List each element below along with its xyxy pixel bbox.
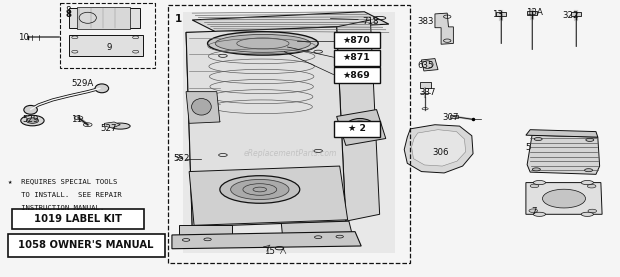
- Bar: [334, 50, 379, 66]
- Text: ★871: ★871: [343, 53, 371, 62]
- Bar: [527, 11, 537, 15]
- Polygon shape: [281, 221, 352, 236]
- Polygon shape: [527, 135, 600, 174]
- Ellipse shape: [351, 121, 369, 131]
- Polygon shape: [189, 166, 348, 225]
- Text: 307: 307: [442, 113, 459, 122]
- Text: 529A: 529A: [71, 79, 94, 88]
- Polygon shape: [104, 122, 120, 128]
- Polygon shape: [435, 13, 453, 44]
- Ellipse shape: [530, 184, 539, 188]
- Text: 1058 OWNER'S MANUAL: 1058 OWNER'S MANUAL: [19, 240, 154, 250]
- Polygon shape: [186, 32, 223, 227]
- Ellipse shape: [586, 138, 594, 141]
- Ellipse shape: [533, 181, 546, 185]
- Ellipse shape: [24, 106, 37, 114]
- Ellipse shape: [581, 212, 593, 216]
- Polygon shape: [526, 130, 598, 137]
- Ellipse shape: [110, 123, 130, 129]
- Bar: [334, 67, 379, 83]
- Text: 306: 306: [433, 148, 449, 157]
- Bar: [572, 12, 581, 16]
- Ellipse shape: [587, 184, 596, 188]
- Ellipse shape: [26, 118, 38, 123]
- Bar: [69, 7, 140, 28]
- Polygon shape: [186, 92, 220, 123]
- Bar: [12, 209, 144, 229]
- Text: 8: 8: [65, 9, 71, 19]
- Bar: [334, 32, 379, 48]
- Bar: [450, 114, 458, 118]
- Text: 337: 337: [419, 88, 435, 97]
- Ellipse shape: [534, 138, 542, 140]
- Polygon shape: [412, 130, 466, 166]
- Text: ★870: ★870: [343, 36, 371, 45]
- Ellipse shape: [588, 209, 596, 213]
- Ellipse shape: [220, 176, 299, 203]
- Polygon shape: [172, 232, 361, 249]
- Polygon shape: [337, 20, 379, 221]
- Text: 552: 552: [174, 154, 190, 163]
- Ellipse shape: [542, 189, 585, 208]
- Ellipse shape: [208, 32, 318, 55]
- Text: 7: 7: [531, 207, 537, 216]
- Text: 527: 527: [100, 124, 117, 133]
- Text: 718: 718: [363, 17, 379, 26]
- Text: 9: 9: [106, 43, 112, 52]
- Text: 8: 8: [65, 6, 71, 15]
- Bar: [78, 7, 130, 29]
- Ellipse shape: [585, 169, 593, 172]
- Text: 1: 1: [175, 14, 182, 24]
- Ellipse shape: [95, 84, 108, 93]
- Ellipse shape: [581, 181, 593, 185]
- Text: ★  REQUIRES SPECIAL TOOLS: ★ REQUIRES SPECIAL TOOLS: [8, 178, 117, 184]
- Bar: [334, 120, 379, 137]
- Text: 11: 11: [71, 115, 82, 124]
- Text: ★869: ★869: [343, 71, 371, 79]
- Polygon shape: [337, 110, 386, 145]
- Polygon shape: [404, 125, 473, 173]
- Text: 1019 LABEL KIT: 1019 LABEL KIT: [34, 214, 122, 224]
- Ellipse shape: [529, 209, 538, 212]
- Polygon shape: [179, 225, 232, 238]
- Text: 322: 322: [563, 11, 579, 20]
- Ellipse shape: [346, 119, 374, 134]
- Bar: [60, 3, 156, 68]
- Polygon shape: [526, 183, 602, 214]
- Text: 5: 5: [525, 143, 531, 152]
- Ellipse shape: [215, 34, 311, 52]
- Bar: [8, 234, 164, 257]
- Text: 635: 635: [417, 61, 433, 70]
- Bar: [69, 35, 143, 56]
- Text: 383: 383: [418, 17, 434, 26]
- Text: TO INSTALL.  SEE REPAIR: TO INSTALL. SEE REPAIR: [8, 192, 122, 198]
- Bar: [497, 12, 507, 16]
- Ellipse shape: [533, 212, 546, 216]
- Bar: [183, 12, 395, 253]
- Ellipse shape: [20, 115, 44, 126]
- Text: 13A: 13A: [526, 8, 542, 17]
- Text: INSTRUCTION MANUAL.: INSTRUCTION MANUAL.: [8, 205, 104, 211]
- Ellipse shape: [533, 168, 541, 171]
- Text: eReplacementParts.com: eReplacementParts.com: [244, 149, 337, 158]
- Ellipse shape: [231, 179, 289, 199]
- Text: ★ 2: ★ 2: [348, 124, 366, 133]
- Polygon shape: [192, 12, 389, 32]
- Polygon shape: [422, 58, 438, 71]
- Text: 529: 529: [22, 115, 38, 124]
- Ellipse shape: [192, 99, 211, 115]
- Text: 10: 10: [19, 33, 29, 42]
- Bar: [420, 82, 431, 88]
- Bar: [167, 5, 410, 263]
- Text: 13: 13: [492, 10, 503, 19]
- Polygon shape: [186, 27, 346, 227]
- Text: 15: 15: [264, 247, 275, 257]
